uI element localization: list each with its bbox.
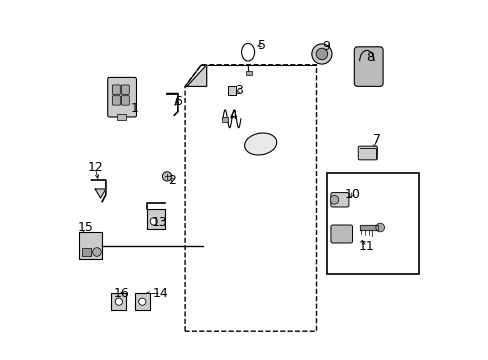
- Text: 2: 2: [168, 174, 176, 186]
- Bar: [326, 173, 418, 274]
- Text: 16: 16: [113, 287, 129, 300]
- Circle shape: [329, 195, 338, 204]
- FancyBboxPatch shape: [354, 47, 382, 86]
- FancyBboxPatch shape: [330, 193, 348, 207]
- Ellipse shape: [244, 133, 276, 155]
- Text: 14: 14: [153, 287, 168, 300]
- Circle shape: [316, 48, 327, 60]
- Bar: [81, 248, 91, 256]
- Text: 7: 7: [372, 133, 380, 146]
- Bar: [134, 293, 149, 310]
- FancyBboxPatch shape: [330, 225, 352, 243]
- Polygon shape: [95, 189, 106, 198]
- Text: 8: 8: [366, 51, 374, 64]
- Text: 9: 9: [321, 40, 329, 53]
- Polygon shape: [359, 225, 377, 230]
- Text: 12: 12: [87, 161, 103, 174]
- Text: 3: 3: [235, 84, 243, 97]
- Text: 6: 6: [174, 95, 182, 108]
- Circle shape: [115, 298, 122, 305]
- FancyBboxPatch shape: [121, 85, 129, 94]
- Polygon shape: [186, 65, 206, 86]
- Bar: [111, 293, 126, 310]
- FancyBboxPatch shape: [112, 96, 120, 105]
- Bar: [117, 114, 125, 120]
- Circle shape: [92, 248, 101, 256]
- Text: 15: 15: [77, 221, 93, 234]
- Text: 5: 5: [257, 39, 265, 51]
- Bar: [228, 86, 235, 95]
- Circle shape: [311, 44, 331, 64]
- Text: 4: 4: [229, 109, 237, 122]
- Bar: [79, 232, 102, 259]
- FancyBboxPatch shape: [107, 77, 136, 117]
- Text: 1: 1: [130, 102, 139, 114]
- Circle shape: [139, 298, 145, 305]
- Text: 10: 10: [344, 188, 360, 201]
- Bar: [246, 71, 251, 75]
- FancyBboxPatch shape: [121, 96, 129, 105]
- Circle shape: [162, 172, 171, 181]
- Circle shape: [375, 223, 384, 232]
- Bar: [146, 209, 164, 229]
- FancyBboxPatch shape: [112, 85, 120, 94]
- Circle shape: [150, 218, 157, 225]
- Bar: [222, 117, 227, 122]
- Text: 11: 11: [358, 240, 374, 253]
- Text: 13: 13: [151, 216, 167, 229]
- FancyBboxPatch shape: [358, 146, 377, 160]
